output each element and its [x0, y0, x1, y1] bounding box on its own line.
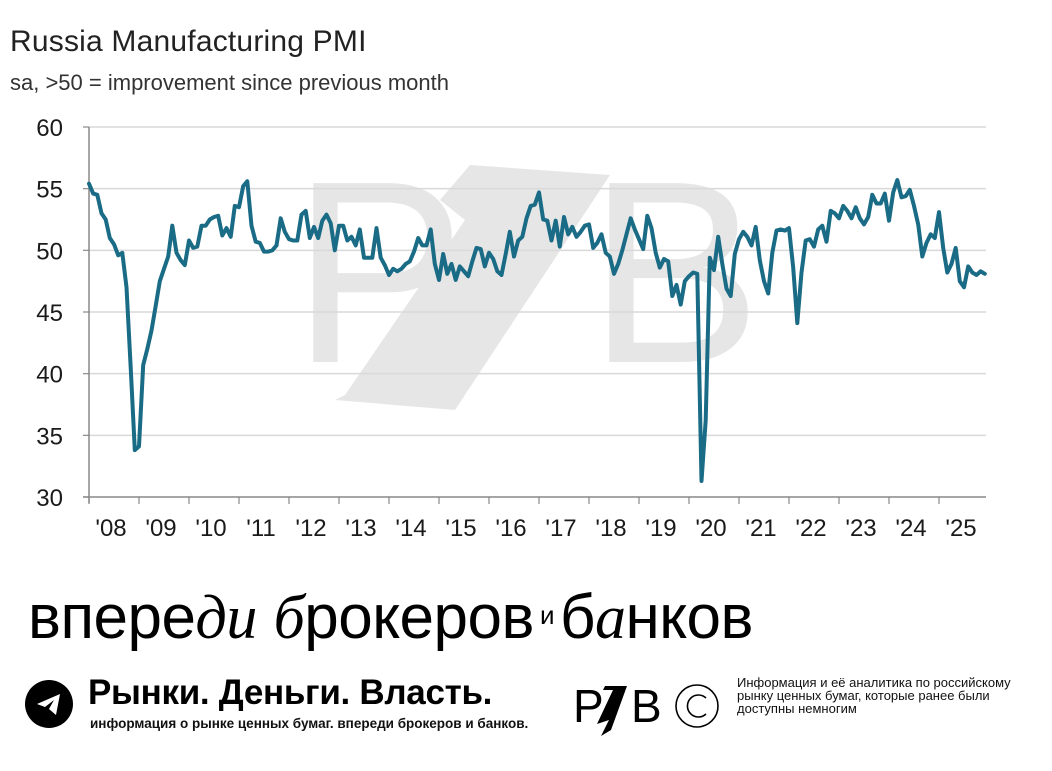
y-tick-label: 60 [36, 115, 63, 142]
slogan-space [257, 583, 274, 652]
x-tick-label: '15 [445, 515, 476, 542]
x-tick-label: '14 [395, 515, 426, 542]
svg-text:B: B [631, 680, 662, 732]
slogan-part: б [559, 583, 596, 652]
copyright-icon [675, 684, 719, 728]
x-tick-label: '09 [145, 515, 176, 542]
svg-text:P: P [573, 680, 604, 732]
x-axis-labels: '08 '09 '10 '11 '12 '13 '14 '15 '16 '17 '18 '19 '20 '… [95, 515, 976, 542]
x-tick-label: '12 [295, 515, 326, 542]
watermark-letter-z [335, 165, 610, 410]
slogan-part-script: ди [195, 584, 257, 652]
x-tick-label: '16 [495, 515, 526, 542]
y-tick-label: 55 [36, 177, 63, 204]
x-tick-label: '17 [545, 515, 576, 542]
pmi-series-line [87, 178, 987, 483]
x-tick-label: '21 [745, 515, 776, 542]
chart-subtitle: sa, >50 = improvement since previous mon… [10, 70, 450, 95]
logo-letter-z [597, 686, 627, 736]
slogan-part-small: и [539, 600, 555, 630]
x-tick-label: '24 [895, 515, 926, 542]
footer-slogan: впереди брокеров ибанков [28, 582, 753, 654]
rzb-description: Информация и её аналитика по российскому… [737, 675, 1011, 716]
y-axis-labels: 30 35 40 45 50 55 60 [36, 115, 63, 512]
x-tick-label: '22 [795, 515, 826, 542]
rzb-logo: P B [573, 680, 719, 736]
x-tick-label: '11 [246, 515, 276, 542]
y-tick-label: 45 [36, 300, 63, 327]
grid-lines [83, 126, 986, 498]
x-tick-label: '13 [345, 515, 376, 542]
slogan-part: нков [625, 583, 753, 652]
slogan-part: рокеров [304, 583, 534, 652]
x-tick-label: '10 [195, 515, 226, 542]
slogan-part-script: а [594, 584, 626, 652]
y-tick-label: 30 [36, 485, 63, 512]
x-tick-label: '25 [945, 515, 976, 542]
x-tick-label: '08 [95, 515, 126, 542]
x-tick-label: '20 [695, 515, 726, 542]
telegram-icon[interactable] [25, 680, 73, 728]
brand-subtitle: информация о рынке ценных бумаг. впереди… [90, 716, 529, 731]
brand-title: Рынки. Деньги. Власть. [88, 673, 493, 712]
x-tick-label: '19 [645, 515, 676, 542]
slogan-part: впере [28, 583, 196, 652]
axes [83, 127, 986, 504]
y-tick-label: 40 [36, 362, 63, 389]
y-tick-label: 35 [36, 423, 63, 450]
x-tick-label: '23 [845, 515, 876, 542]
y-tick-label: 50 [36, 238, 63, 265]
slogan-part-script: б [273, 584, 305, 652]
chart-title: Russia Manufacturing PMI [10, 25, 367, 58]
x-tick-label: '18 [595, 515, 626, 542]
